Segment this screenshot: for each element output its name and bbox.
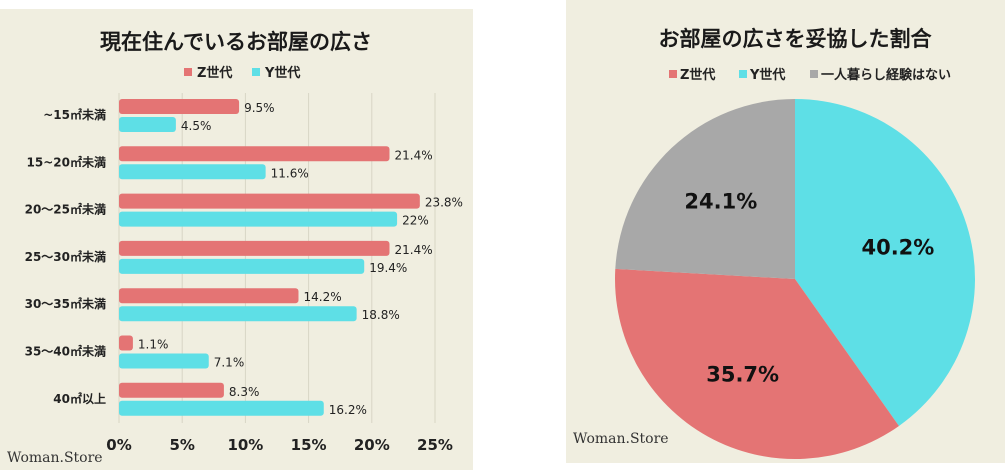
slice-label: 35.7% (706, 362, 779, 386)
bar-z (119, 99, 240, 114)
x-tick-label: 15% (291, 436, 327, 454)
data-label: 7.1% (214, 356, 245, 370)
bar-z (119, 335, 133, 351)
bar-y (119, 353, 209, 369)
pie-slice-y (795, 99, 975, 426)
legend-swatch-z (184, 68, 192, 76)
pie-chart: お部屋の広さを妥協した割合 Z世代 Y世代 一人暮らし経験はない 40.2% 35… (573, 27, 975, 460)
data-label: 22% (402, 214, 429, 228)
bar-z (119, 193, 420, 209)
data-label: 19.4% (369, 261, 407, 275)
x-tick-label: 25% (417, 436, 453, 454)
data-label: 21.4% (394, 243, 432, 257)
data-label: 21.4% (394, 148, 432, 162)
category-label: 40㎡以上 (53, 391, 106, 406)
pie-chart-legend: Z世代 Y世代 一人暮らし経験はない (669, 67, 951, 83)
legend-swatch-y (252, 68, 260, 76)
bar-z (119, 240, 390, 256)
legend-swatch-z (669, 70, 677, 78)
data-label: 23.8% (425, 196, 463, 210)
data-label: 1.1% (138, 338, 169, 352)
brand-watermark-left: Woman.Store (7, 450, 103, 466)
data-label: 4.5% (181, 119, 212, 133)
legend-swatch-none (810, 70, 818, 78)
legend-label-y: Y世代 (264, 65, 300, 81)
category-label: 15~20㎡未満 (27, 154, 106, 169)
pie-slice-none (615, 99, 795, 279)
bar-y (119, 306, 357, 322)
bar-chart-legend: Z世代 Y世代 (184, 65, 300, 81)
bar-chart-title: 現在住んでいるお部屋の広さ (100, 30, 372, 54)
x-tick-label: 10% (227, 436, 263, 454)
data-label: 16.2% (329, 403, 367, 417)
legend-label-z: Z世代 (197, 65, 232, 81)
x-tick-label: 5% (169, 436, 194, 454)
bar-y (119, 258, 365, 274)
brand-watermark-right: Woman.Store (573, 431, 669, 447)
bar-chart: 現在住んでいるお部屋の広さ Z世代 Y世代 ~15㎡未満 9.5% 4.5% 15~2… (7, 30, 463, 466)
data-label: 14.2% (303, 290, 341, 304)
bar-chart-panel: 現在住んでいるお部屋の広さ Z世代 Y世代 ~15㎡未満 9.5% 4.5% 15~2… (0, 9, 473, 470)
pie-chart-title: お部屋の広さを妥協した割合 (659, 27, 933, 51)
category-label: 20〜25㎡未満 (25, 202, 106, 217)
slice-label: 40.2% (861, 235, 934, 259)
category-label: 30〜35㎡未満 (25, 296, 106, 311)
data-label: 9.5% (244, 101, 275, 115)
category-label: ~15㎡未満 (43, 107, 106, 122)
category-label: 35〜40㎡未満 (25, 344, 106, 359)
slice-label: 24.1% (684, 190, 757, 214)
bar-y (119, 211, 398, 227)
bar-y (119, 400, 324, 416)
bar-z (119, 382, 224, 398)
bar-y (119, 164, 266, 180)
x-tick-label: 20% (354, 436, 390, 454)
pie-slice-z (615, 268, 899, 460)
data-label: 18.8% (362, 308, 400, 322)
legend-swatch-y (739, 70, 747, 78)
data-label: 8.3% (229, 385, 259, 399)
bar-z (119, 146, 390, 162)
data-label: 11.6% (271, 166, 309, 180)
category-label: 25〜30㎡未満 (25, 249, 106, 264)
legend-label-z: Z世代 (680, 67, 715, 83)
bar-z (119, 288, 299, 304)
legend-label-none: 一人暮らし経験はない (821, 67, 951, 83)
pie-chart-panel: お部屋の広さを妥協した割合 Z世代 Y世代 一人暮らし経験はない 40.2% 35… (566, 0, 1005, 463)
legend-label-y: Y世代 (749, 67, 785, 83)
x-tick-label: 0% (106, 436, 131, 454)
bar-y (119, 117, 176, 132)
